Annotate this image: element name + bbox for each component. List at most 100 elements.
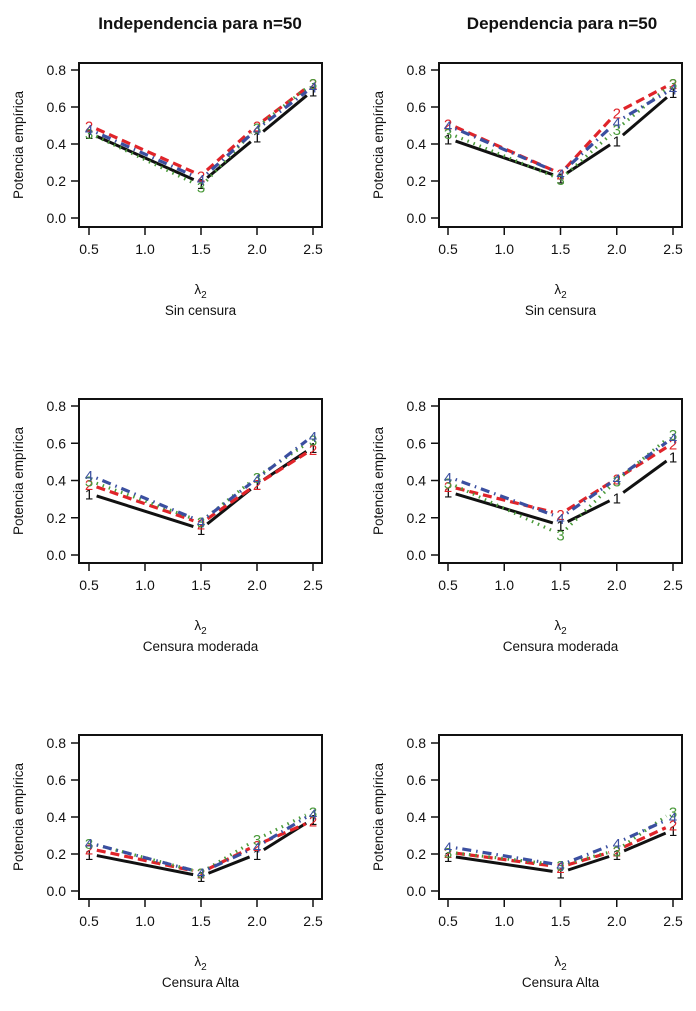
x-tick-label: 1.0 xyxy=(495,577,515,593)
point-label-series-1: 1 xyxy=(85,487,93,504)
series-3-segment xyxy=(205,132,253,182)
series-4-segment xyxy=(623,818,667,842)
y-tick-label: 0.2 xyxy=(407,510,427,526)
point-label-series-4: 4 xyxy=(613,836,621,853)
point-label-series-1: 1 xyxy=(309,83,317,100)
point-label-series-3: 3 xyxy=(309,804,317,821)
y-tick-label: 0.0 xyxy=(47,210,67,226)
point-label-series-2: 2 xyxy=(613,843,621,860)
series-2-segment xyxy=(566,481,611,512)
series-1-segment xyxy=(95,134,195,181)
point-label-series-2: 2 xyxy=(197,168,205,185)
panel-2: 0.5 1.0 1.5 2.0 2.5 0.0 0.2 0.4 0.6 0.8 Potencia e… xyxy=(371,62,683,318)
point-label-series-1: 1 xyxy=(85,847,93,864)
y-tick-label: 0.4 xyxy=(47,809,67,825)
point-label-series-2: 2 xyxy=(309,442,317,459)
y-tick-label: 0.8 xyxy=(47,735,67,751)
point-label-series-1: 1 xyxy=(444,849,452,866)
point-label-series-3: 3 xyxy=(613,122,621,139)
point-label-series-4: 4 xyxy=(669,431,677,448)
point-label-series-1: 1 xyxy=(556,866,564,883)
point-label-series-4: 4 xyxy=(85,122,93,139)
point-label-series-3: 3 xyxy=(253,470,261,487)
x-axis-title: λ2 xyxy=(554,618,567,637)
series-2-segment xyxy=(455,851,553,868)
x-tick-label: 2.5 xyxy=(663,241,683,257)
x-tick-label: 1.5 xyxy=(191,241,211,257)
series-1-segment xyxy=(566,143,611,175)
point-label-series-2: 2 xyxy=(444,845,452,862)
series-4-segment xyxy=(565,126,612,170)
x-axis-title: λ2 xyxy=(554,282,567,301)
panel-subtitle: Censura Alta xyxy=(522,975,600,990)
point-label-series-2: 2 xyxy=(669,817,677,834)
point-label-series-2: 2 xyxy=(556,860,564,877)
series-1-segment xyxy=(455,855,553,873)
point-label-series-4: 4 xyxy=(197,514,205,531)
point-label-series-3: 3 xyxy=(669,427,677,444)
series-2-segment xyxy=(564,117,613,169)
point-label-series-3: 3 xyxy=(556,858,564,875)
y-tick-label: 0.2 xyxy=(407,846,427,862)
point-label-series-1: 1 xyxy=(613,490,621,507)
point-label-series-4: 4 xyxy=(309,806,317,823)
series-4-segment xyxy=(262,90,308,126)
point-label-series-2: 2 xyxy=(309,76,317,93)
y-tick-label: 0.8 xyxy=(47,62,67,78)
point-label-series-3: 3 xyxy=(309,76,317,93)
x-tick-label: 0.5 xyxy=(79,913,99,929)
point-label-series-1: 1 xyxy=(444,485,452,502)
x-tick-label: 2.0 xyxy=(607,577,627,593)
series-2-segment xyxy=(206,487,252,521)
point-label-series-2: 2 xyxy=(556,167,564,184)
series-3: 3 3 3 3 xyxy=(444,427,677,545)
point-label-series-4: 4 xyxy=(613,115,621,132)
y-tick-label: 0.8 xyxy=(47,398,67,414)
column-title-independencia: Independencia para n=50 xyxy=(98,14,302,33)
point-label-series-4: 4 xyxy=(444,470,452,487)
series-4: 4 4 4 4 xyxy=(85,429,317,532)
series-4-segment xyxy=(205,133,253,176)
point-label-series-1: 1 xyxy=(253,130,261,147)
point-label-series-3: 3 xyxy=(444,845,452,862)
point-label-series-3: 3 xyxy=(197,514,205,531)
x-tick-label: 1.0 xyxy=(135,241,155,257)
series-2-segment xyxy=(623,826,667,849)
point-label-series-4: 4 xyxy=(197,172,205,189)
x-tick-label: 1.5 xyxy=(551,913,571,929)
x-tick-label: 1.5 xyxy=(551,577,571,593)
point-label-series-4: 4 xyxy=(197,866,205,883)
point-label-series-3: 3 xyxy=(309,433,317,450)
y-tick-label: 0.6 xyxy=(407,435,427,451)
point-label-series-2: 2 xyxy=(85,477,93,494)
point-label-series-2: 2 xyxy=(444,117,452,134)
point-label-series-3: 3 xyxy=(197,866,205,883)
point-label-series-3: 3 xyxy=(444,126,452,143)
point-label-series-1: 1 xyxy=(253,477,261,494)
x-tick-label: 0.5 xyxy=(79,241,99,257)
point-label-series-1: 1 xyxy=(197,176,205,193)
point-label-series-3: 3 xyxy=(253,120,261,137)
point-label-series-2: 2 xyxy=(444,479,452,496)
series-4: 4 4 4 4 xyxy=(85,80,317,189)
y-tick-label: 0.4 xyxy=(407,473,427,489)
x-axis-title: λ2 xyxy=(194,954,207,973)
series-1-segment xyxy=(621,96,668,137)
y-axis-title: Potencia empírica xyxy=(371,90,386,199)
point-label-series-4: 4 xyxy=(309,80,317,97)
y-tick-label: 0.4 xyxy=(47,473,67,489)
point-label-series-1: 1 xyxy=(309,440,317,457)
point-label-series-4: 4 xyxy=(669,82,677,99)
point-label-series-2: 2 xyxy=(669,436,677,453)
point-label-series-1: 1 xyxy=(197,522,205,539)
point-label-series-4: 4 xyxy=(309,429,317,446)
point-label-series-2: 2 xyxy=(85,119,93,136)
series-3-segment xyxy=(567,850,610,865)
panel-subtitle: Censura moderada xyxy=(143,639,259,654)
y-tick-label: 0.6 xyxy=(407,772,427,788)
point-label-series-3: 3 xyxy=(85,474,93,491)
point-label-series-3: 3 xyxy=(197,180,205,197)
point-label-series-2: 2 xyxy=(556,507,564,524)
point-label-series-1: 1 xyxy=(253,847,261,864)
x-axis-title: λ2 xyxy=(194,618,207,637)
